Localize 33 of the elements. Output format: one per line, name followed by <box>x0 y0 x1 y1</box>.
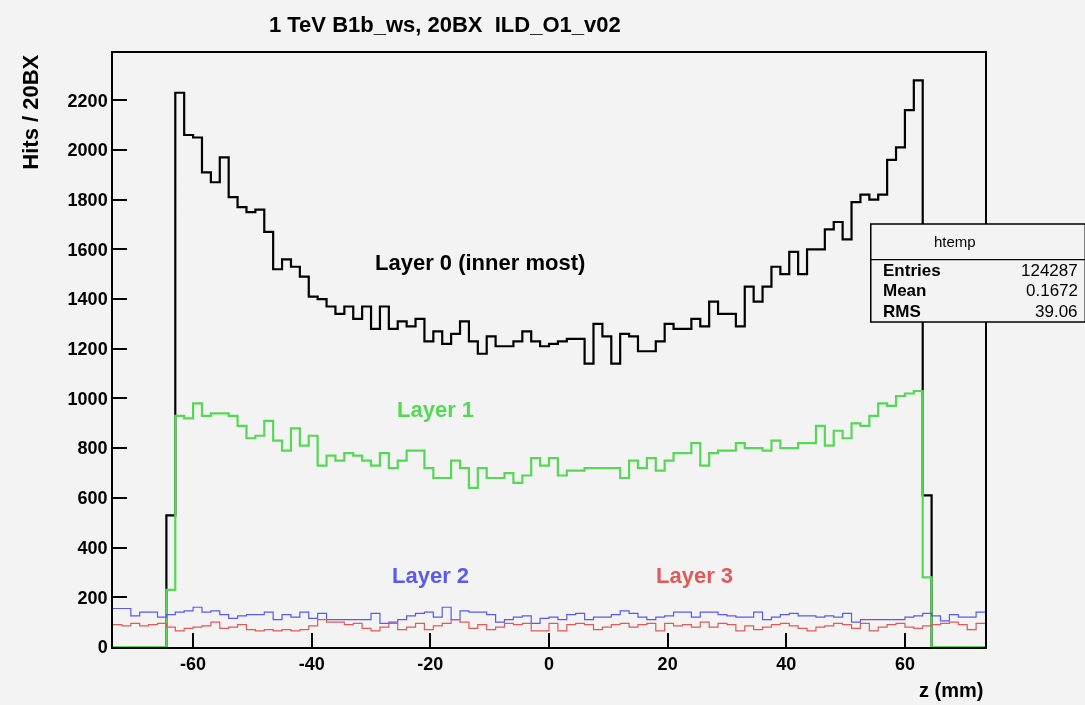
x-tick-label: -60 <box>180 654 207 675</box>
y-tick-label: 200 <box>77 587 108 608</box>
x-tick-label: 60 <box>894 654 915 675</box>
y-tick-label: 2000 <box>67 140 108 161</box>
y-tick-label: 0 <box>97 637 108 658</box>
x-tick-label: -40 <box>298 654 325 675</box>
y-tick-label: 800 <box>77 438 108 459</box>
y-tick-label: 400 <box>77 537 108 558</box>
x-tick-label: 0 <box>543 654 555 675</box>
chart-title: 1 TeV B1b_ws, 20BX ILD_O1_v02 <box>268 12 621 38</box>
annotation: htemp <box>934 233 976 250</box>
x-axis-title: z (mm) <box>919 679 984 701</box>
x-tick-label: -20 <box>417 654 444 675</box>
y-tick-label: 600 <box>77 488 108 509</box>
y-tick-label: 1000 <box>67 388 108 409</box>
y-tick-label: 1600 <box>67 239 108 260</box>
y-axis-title: Hits / 20BX <box>17 54 43 170</box>
series-label: Layer 3 <box>656 563 734 588</box>
annotation: Mean <box>883 281 927 300</box>
annotation: Entries <box>883 261 941 280</box>
annotation: RMS <box>883 302 921 321</box>
text: 124287 <box>1021 261 1078 280</box>
series-label: Layer 2 <box>392 563 470 588</box>
x-tick-label: 20 <box>657 654 678 675</box>
text: 39.06 <box>1035 302 1078 321</box>
text: 0.1672 <box>1026 281 1078 300</box>
series-label: Layer 1 <box>397 397 475 422</box>
y-tick-label: 1400 <box>67 289 108 310</box>
y-tick-label: 2200 <box>67 90 108 111</box>
y-tick-label: 1800 <box>67 189 108 210</box>
y-tick-label: 1200 <box>67 339 108 360</box>
series-label: Layer 0 (inner most) <box>375 250 586 275</box>
x-tick-label: 40 <box>776 654 797 675</box>
